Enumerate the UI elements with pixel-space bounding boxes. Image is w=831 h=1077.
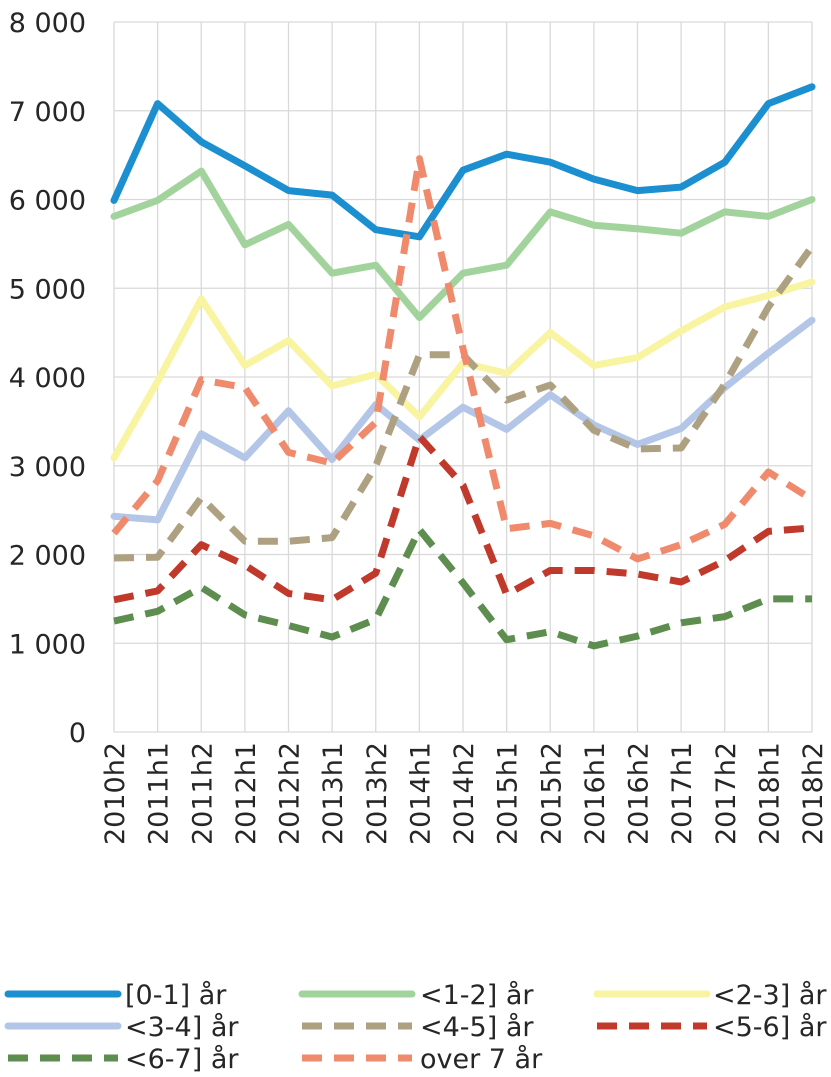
series-line [113, 526, 812, 650]
legend-entry: <3-4] år [4, 1012, 239, 1043]
legend-entry: <6-7] år [8, 1044, 239, 1075]
series-lines [110, 83, 816, 650]
x-tick-label: 2012h1 [231, 742, 262, 845]
legend-entry: over 7 år [302, 1044, 543, 1075]
x-tick-label: 2018h1 [754, 742, 785, 845]
series-line [111, 155, 814, 563]
x-tick-label: 2017h1 [667, 742, 698, 845]
legend-entry: <5-6] år [597, 1012, 827, 1043]
x-tick-label: 2014h1 [405, 742, 436, 845]
legend-label: <3-4] år [125, 1012, 239, 1043]
legend-entry: <2-3] år [593, 980, 827, 1011]
legend-label: <5-6] år [713, 1012, 827, 1043]
grid [113, 21, 813, 733]
x-tick-label: 2015h2 [536, 742, 567, 845]
x-tick-label: 2013h1 [318, 742, 349, 845]
legend-label: <1-2] år [420, 980, 534, 1011]
x-tick-label: 2011h2 [187, 742, 218, 845]
y-tick-label: 0 [69, 718, 86, 749]
x-tick-label: 2014h2 [449, 742, 480, 845]
x-tick-label: 2016h2 [624, 742, 655, 845]
legend-label: <2-3] år [713, 980, 827, 1011]
y-axis-tick-labels: 0 1 000 2 000 3 000 4 000 5 000 6 000 7 000 8 00… [9, 8, 86, 749]
series-line [113, 433, 813, 604]
y-tick-label: 3 000 [9, 452, 86, 483]
legend-entry: [0-1] år [4, 980, 227, 1011]
legend: [0-1] år <1-2] år <2-3] år <3-4] år <4-5] år… [4, 980, 827, 1075]
y-tick-label: 6 000 [9, 186, 86, 217]
y-tick-label: 1 000 [9, 629, 86, 660]
y-tick-label: 8 000 [9, 8, 86, 39]
legend-label: <4-5] år [420, 1012, 534, 1043]
y-tick-label: 7 000 [9, 97, 86, 128]
legend-entry: <4-5] år [302, 1012, 534, 1043]
legend-entry: <1-2] år [298, 980, 534, 1011]
x-axis-tick-labels: 2010h2 2011h1 2011h2 2012h1 2012h2 2013h1 2013… [100, 742, 829, 845]
x-tick-label: 2011h1 [144, 742, 175, 845]
x-tick-label: 2015h1 [493, 742, 524, 845]
y-tick-label: 2 000 [9, 541, 86, 572]
y-tick-label: 5 000 [9, 274, 86, 305]
x-tick-label: 2018h2 [798, 742, 829, 845]
x-tick-label: 2013h2 [362, 742, 393, 845]
series-line [110, 83, 816, 241]
series-line [110, 167, 816, 321]
x-tick-label: 2010h2 [100, 742, 131, 845]
x-tick-label: 2016h1 [580, 742, 611, 845]
x-tick-label: 2017h2 [711, 742, 742, 845]
y-tick-label: 4 000 [9, 363, 86, 394]
legend-label: over 7 år [420, 1044, 543, 1075]
legend-label: <6-7] år [125, 1044, 239, 1075]
x-tick-label: 2012h2 [275, 742, 306, 845]
legend-label: [0-1] år [125, 980, 227, 1011]
series-line [110, 316, 816, 524]
